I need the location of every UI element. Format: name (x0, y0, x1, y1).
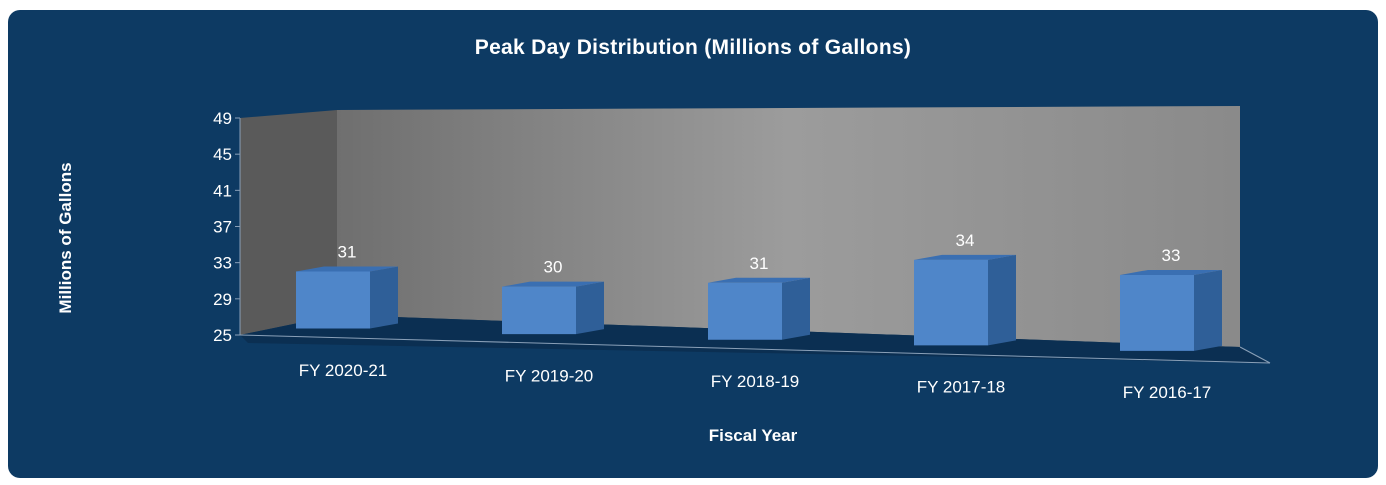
x-axis-line (239, 334, 1271, 364)
x-tick-label: FY 2018-19 (711, 372, 800, 391)
chart-title: Peak Day Distribution (Millions of Gallo… (474, 36, 912, 59)
x-tick-label: FY 2020-21 (299, 361, 388, 380)
data-label: 31 (338, 243, 357, 262)
chart-plot: 25 29 33 37 41 45 49 31 FY 2020-21 30 FY 2019-20 31… (213, 106, 1271, 402)
bar-side (576, 281, 604, 335)
y-tick-label: 33 (213, 254, 232, 273)
y-tick-label: 37 (213, 218, 232, 237)
x-tick-label: FY 2017-18 (917, 378, 1006, 397)
data-label: 30 (544, 258, 563, 277)
bar-top (1120, 269, 1222, 275)
data-label: 34 (956, 231, 975, 250)
y-tick-label: 41 (213, 181, 232, 200)
bar (296, 271, 370, 329)
bar (502, 286, 576, 335)
bar-top (502, 281, 604, 287)
bar (914, 259, 988, 346)
y-tick-label: 29 (213, 290, 232, 309)
y-tick-label: 45 (213, 145, 232, 164)
bar-side (1194, 269, 1222, 351)
bar-top (296, 266, 398, 272)
y-tick-label: 25 (213, 326, 232, 345)
data-label: 33 (1162, 246, 1181, 265)
bar-top (914, 254, 1016, 260)
x-tick-label: FY 2019-20 (505, 366, 594, 385)
bar-side (370, 266, 398, 329)
bar-side (782, 277, 810, 340)
bar-top (708, 277, 810, 283)
x-axis-label: Fiscal Year (708, 426, 798, 445)
data-label: 31 (750, 254, 769, 273)
bar (708, 282, 782, 340)
chart-panel: Peak Day Distribution (Millions of Gallo… (8, 10, 1378, 478)
x-tick-label: FY 2016-17 (1123, 383, 1212, 402)
bar (1120, 274, 1194, 351)
bar-side (988, 254, 1016, 346)
floor-right-edge (1239, 346, 1271, 364)
y-tick-label: 49 (213, 109, 232, 128)
